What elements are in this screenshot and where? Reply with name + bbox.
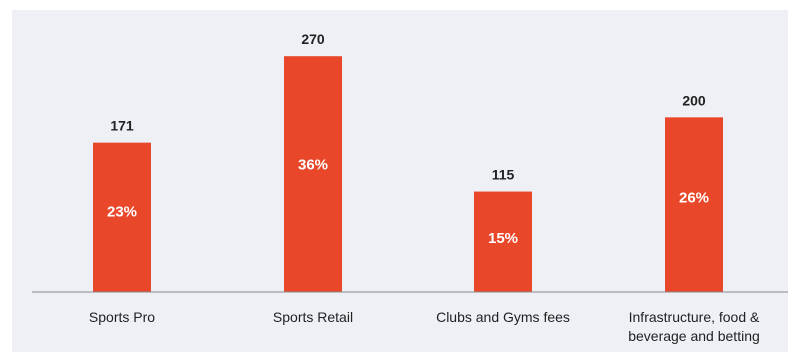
category-label-4-line-1: Infrastructure, food & bbox=[629, 309, 760, 325]
value-label-1: 171 bbox=[110, 118, 134, 134]
percent-label-3: 15% bbox=[488, 230, 518, 247]
bar-1 bbox=[93, 142, 151, 292]
bar-4 bbox=[665, 117, 723, 292]
value-label-4: 200 bbox=[682, 92, 706, 108]
bars-layer bbox=[93, 56, 723, 293]
bar-3 bbox=[474, 191, 532, 292]
category-label-4-line-2: beverage and betting bbox=[628, 328, 760, 344]
value-label-3: 115 bbox=[492, 167, 515, 183]
category-label-1: Sports Pro bbox=[89, 309, 155, 325]
labels-layer: 171 23% Sports Pro 270 36% Sports Retail 115 15… bbox=[89, 31, 760, 344]
category-label-2: Sports Retail bbox=[273, 309, 353, 325]
category-label-3: Clubs and Gyms fees bbox=[436, 309, 570, 325]
value-label-2: 270 bbox=[301, 31, 325, 47]
percent-label-2: 36% bbox=[298, 157, 328, 174]
percent-label-1: 23% bbox=[107, 203, 137, 220]
bar-2 bbox=[284, 56, 342, 293]
percent-label-4: 26% bbox=[679, 190, 709, 207]
